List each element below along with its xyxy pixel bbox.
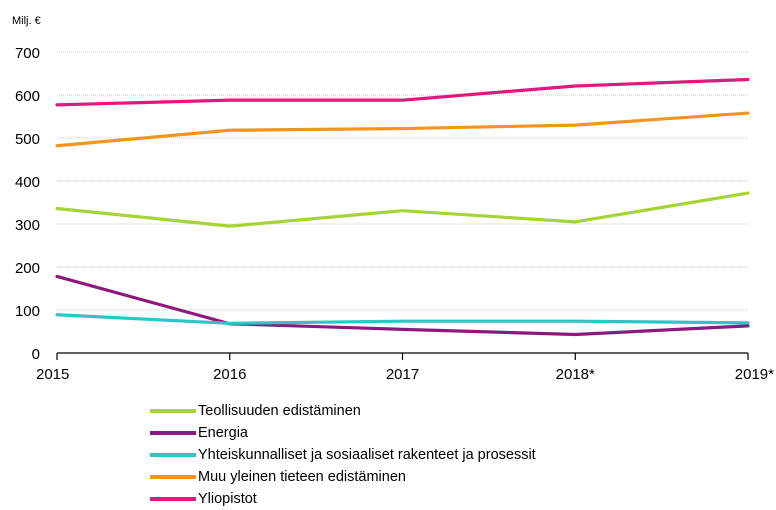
y-tick-label: 0 (32, 346, 40, 363)
x-tick-label: 2015 (36, 366, 69, 383)
legend-label: Yhteiskunnalliset ja sosiaaliset rakente… (198, 447, 536, 463)
y-tick-label: 700 (15, 45, 40, 62)
legend-swatch (150, 453, 196, 457)
y-tick-label: 600 (15, 88, 40, 105)
x-tick-label: 2016 (213, 366, 246, 383)
series-line-2 (55, 313, 750, 325)
legend-label: Energia (198, 425, 248, 441)
y-tick-label: 400 (15, 174, 40, 191)
legend-swatch (150, 475, 196, 479)
y-tick-label: 500 (15, 131, 40, 148)
legend: Teollisuuden edistäminen Energia Yhteiskun… (150, 400, 536, 510)
series-line-0 (55, 191, 750, 228)
series-lines (55, 77, 750, 337)
legend-label: Yliopistot (198, 491, 257, 507)
series-line-4 (55, 77, 750, 107)
y-tick-label: 100 (15, 303, 40, 320)
series-line-1 (55, 274, 750, 337)
legend-swatch (150, 409, 196, 413)
legend-swatch (150, 497, 196, 501)
x-tick-label: 2019* (735, 366, 774, 383)
legend-item: Yhteiskunnalliset ja sosiaaliset rakente… (150, 444, 536, 466)
y-tick-label: 200 (15, 260, 40, 277)
legend-item: Teollisuuden edistäminen (150, 400, 536, 422)
x-tick-label: 2018* (556, 366, 595, 383)
legend-swatch (150, 431, 196, 435)
legend-label: Muu yleinen tieteen edistäminen (198, 469, 406, 485)
x-tick-label: 2017 (386, 366, 419, 383)
legend-item: Yliopistot (150, 488, 536, 510)
y-tick-label: 300 (15, 217, 40, 234)
y-unit-label: Milj. € (12, 15, 41, 27)
x-axis-ticks: 2015 2016 2017 2018* 2019* (36, 353, 774, 383)
legend-item: Energia (150, 422, 536, 444)
gridlines (57, 51, 748, 311)
legend-item: Muu yleinen tieteen edistäminen (150, 466, 536, 488)
series-line-3 (55, 111, 750, 148)
y-axis-ticks: 0 100 200 300 400 500 600 700 (15, 45, 40, 363)
legend-label: Teollisuuden edistäminen (198, 403, 361, 419)
